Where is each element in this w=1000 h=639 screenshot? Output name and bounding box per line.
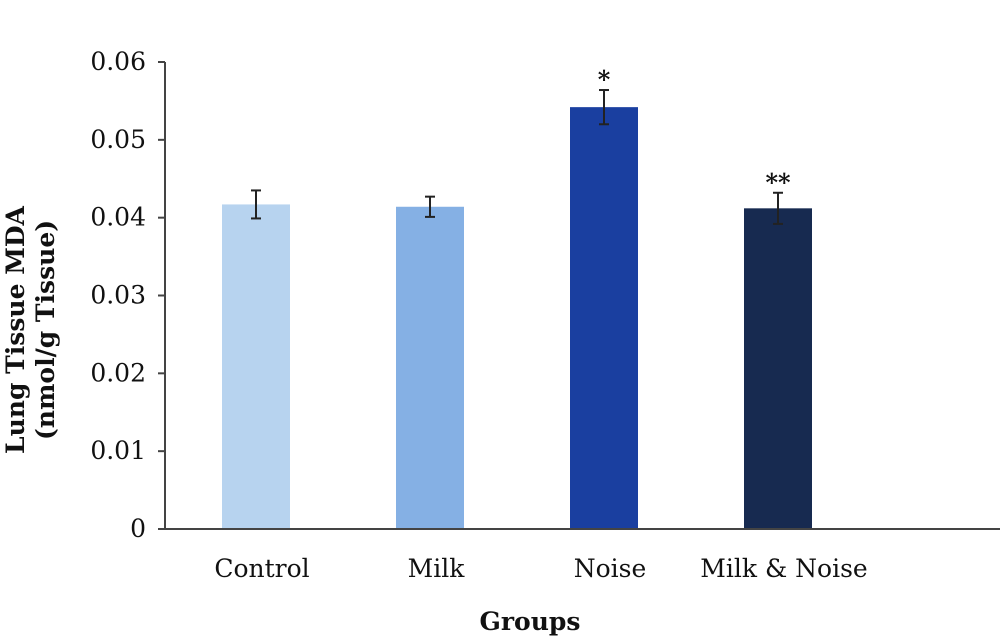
y-axis-title-line2: (nmol/g Tissue) (31, 220, 60, 440)
error-bar (251, 189, 261, 220)
bar-milk (396, 206, 464, 529)
y-axis-title-line1: Lung Tissue MDA (1, 205, 30, 454)
y-tick-label: 0.01 (90, 436, 146, 465)
y-tick-label: 0.05 (90, 125, 146, 154)
bar-noise (570, 107, 638, 529)
error-bar (599, 89, 609, 126)
error-bar (773, 191, 783, 225)
y-axis-title: Lung Tissue MDA (nmol/g Tissue) (1, 205, 60, 454)
y-tick-label: 0.03 (90, 281, 146, 310)
bars (222, 107, 812, 529)
x-axis-tick-labels: Control Milk Noise Milk & Noise (214, 554, 867, 583)
bar-control (222, 204, 290, 529)
x-tick-label: Milk & Noise (700, 554, 867, 583)
error-bar (425, 195, 435, 218)
y-tick-label: 0 (130, 514, 146, 543)
x-tick-label: Milk (408, 554, 466, 583)
y-tick-label: 0.02 (90, 358, 146, 387)
x-tick-label: Noise (574, 554, 647, 583)
significance-annotations: *** (598, 65, 791, 197)
y-axis-ticks: 0 0.01 0.02 0.03 0.04 0.05 0.06 (90, 47, 165, 543)
x-tick-label: Control (214, 554, 309, 583)
x-axis-title: Groups (480, 607, 581, 636)
y-tick-label: 0.06 (90, 47, 146, 76)
significance-marker: ** (765, 168, 791, 197)
significance-marker: * (598, 65, 611, 94)
bar-milk-noise (744, 208, 812, 529)
error-bars (251, 89, 783, 225)
y-tick-label: 0.04 (90, 203, 146, 232)
